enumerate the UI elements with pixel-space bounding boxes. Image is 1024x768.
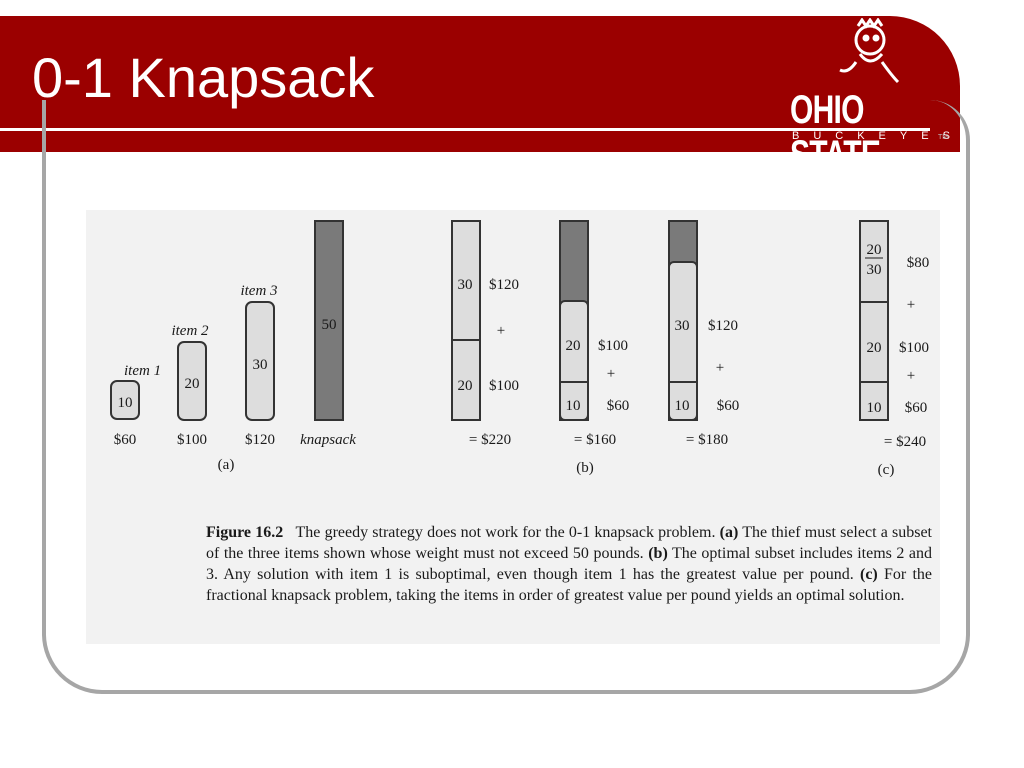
item2-value: $100 — [177, 432, 207, 448]
b3-v2: $60 — [717, 398, 740, 414]
figure-caption: Figure 16.2 The greedy strategy does not… — [206, 522, 932, 606]
b2-fill — [559, 300, 589, 421]
item3-box — [245, 301, 275, 421]
knapsack-label: knapsack — [300, 432, 356, 448]
item1-box — [110, 380, 140, 420]
knapsack-figure: item 1 10 $60 item 2 20 $100 item 3 30 $… — [86, 210, 940, 644]
logo-subtitle: BUCKEYES — [792, 130, 964, 142]
b2-w2: 10 — [566, 398, 581, 414]
panel-a-label: (a) — [218, 457, 235, 473]
caption-text-1: The greedy strategy does not work for th… — [295, 524, 716, 541]
b1-knapsack — [451, 220, 481, 421]
b3-w2: 10 — [675, 398, 690, 414]
item1-value: $60 — [114, 432, 137, 448]
b1-v2: $100 — [489, 378, 519, 394]
b3-v1: $120 — [708, 318, 738, 334]
figure-diagram: item 1 10 $60 item 2 20 $100 item 3 30 $… — [110, 220, 930, 478]
c-v1: $80 — [907, 255, 930, 271]
item3-label: item 3 — [240, 283, 277, 299]
caption-c: (c) — [860, 566, 878, 583]
b1-w2: 20 — [458, 378, 473, 394]
item1-weight: 10 — [118, 395, 133, 411]
b2-plus: + — [607, 366, 615, 382]
c-w3: 10 — [867, 400, 882, 416]
c-fraction-den: 30 — [867, 262, 882, 278]
item2-weight: 20 — [185, 376, 200, 392]
b3-w1: 30 — [675, 318, 690, 334]
c-v2: $100 — [899, 340, 929, 356]
b2-total: = $160 — [574, 432, 616, 448]
item1-label: item 1 — [124, 363, 161, 379]
knapsack-capacity: 50 — [322, 317, 337, 333]
c-total: = $240 — [884, 434, 926, 450]
caption-a: (a) — [719, 524, 739, 541]
brutus-mascot-icon — [839, 18, 900, 84]
title-divider — [0, 128, 930, 131]
c-fraction-num: 20 — [867, 242, 882, 258]
panel-b-label: (b) — [576, 460, 594, 476]
slide-title: 0-1 Knapsack — [32, 46, 375, 109]
c-w2: 20 — [867, 340, 882, 356]
c-v3: $60 — [905, 400, 928, 416]
panel-b: 30 $120 + 20 $100 = $220 20 $100 + 10 $6… — [451, 220, 740, 476]
logo-trademark: TM — [938, 134, 949, 141]
c-plus-2: + — [907, 368, 915, 384]
item2-box — [177, 341, 207, 421]
b2-v1: $100 — [598, 338, 628, 354]
caption-text-4: For the fractional knapsack problem, tak… — [206, 566, 933, 604]
c-knapsack — [859, 220, 889, 421]
caption-text-2: The thief must select a subset of the th… — [206, 524, 932, 562]
panel-a: item 1 10 $60 item 2 20 $100 item 3 30 $… — [110, 220, 356, 473]
c-plus-1: + — [907, 297, 915, 313]
b1-total: = $220 — [469, 432, 511, 448]
item2-label: item 2 — [171, 323, 209, 339]
b1-v1: $120 — [489, 277, 519, 293]
caption-b: (b) — [648, 545, 668, 562]
panel-c: 20 30 $80 + 20 $100 + 10 $60 = $240 (c) — [859, 220, 930, 478]
b3-total: = $180 — [686, 432, 728, 448]
b2-v2: $60 — [607, 398, 630, 414]
content-frame — [42, 100, 970, 694]
knapsack-box — [314, 220, 344, 421]
item3-value: $120 — [245, 432, 275, 448]
b1-w1: 30 — [458, 277, 473, 293]
panel-c-label: (c) — [878, 462, 895, 478]
ohio-state-logo: OHIO STATE BUCKEYES TM — [770, 18, 960, 177]
caption-lead: Figure 16.2 — [206, 524, 284, 541]
b3-plus: + — [716, 360, 724, 376]
b2-w1: 20 — [566, 338, 581, 354]
b3-fill — [668, 261, 698, 421]
logo-wordmark: OHIO STATE — [790, 88, 881, 177]
item3-weight: 30 — [253, 357, 268, 373]
b1-plus: + — [497, 323, 505, 339]
caption-text-3: The optimal subset includes items 2 and … — [206, 545, 933, 583]
